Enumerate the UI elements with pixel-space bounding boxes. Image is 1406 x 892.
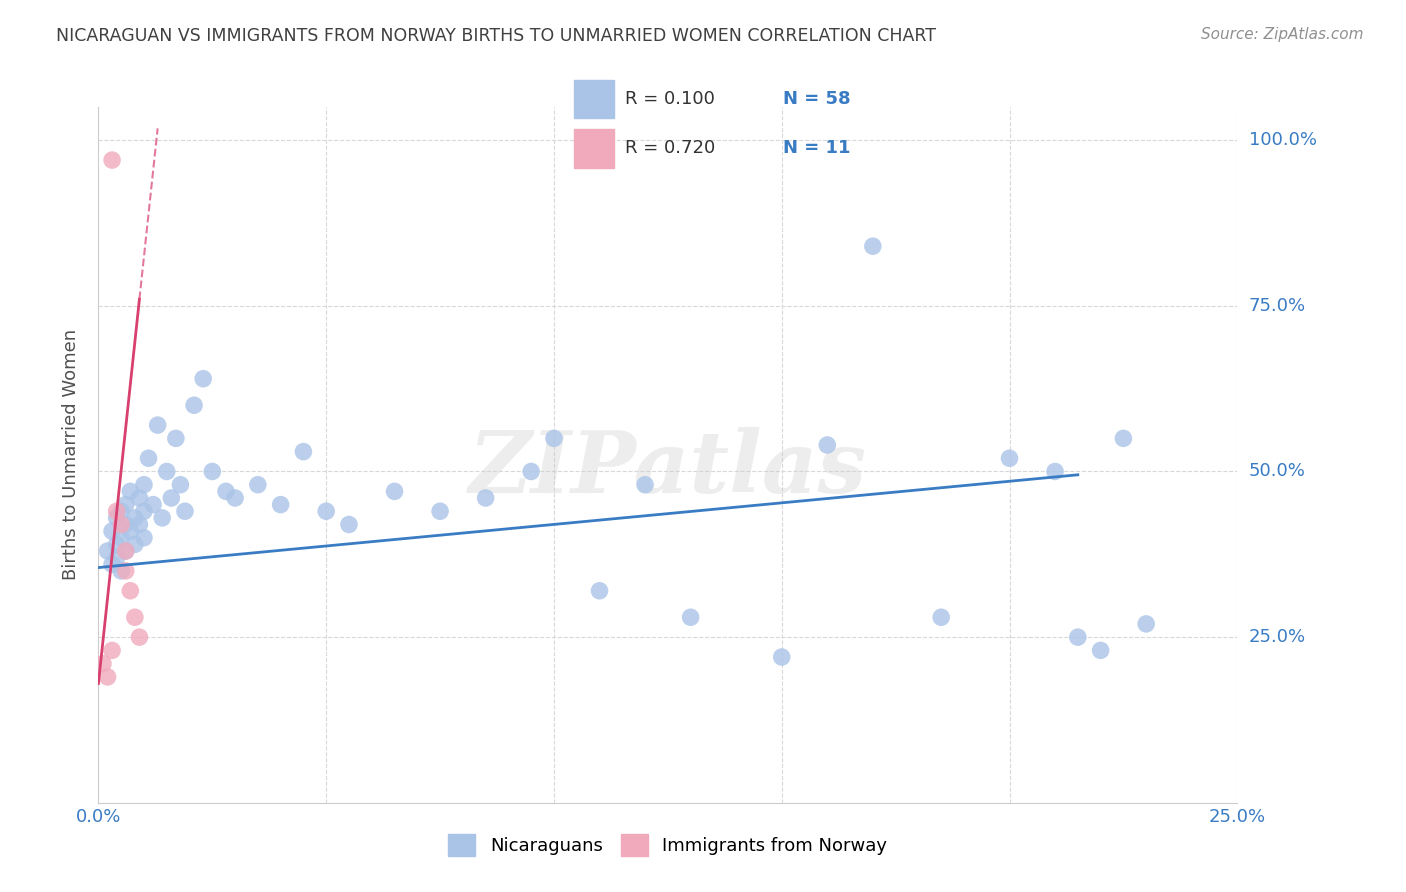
Point [679,610,702,624]
Point [96,670,118,684]
Point [929,610,952,624]
Point [105,537,128,551]
Point [174,504,197,518]
Point [193,372,215,386]
Point [128,491,150,505]
Text: Source: ZipAtlas.com: Source: ZipAtlas.com [1201,27,1364,42]
Point [105,550,128,565]
Point [998,451,1021,466]
Point [183,398,205,412]
Point [101,643,124,657]
Point [110,531,132,545]
Bar [574,80,613,119]
Point [770,650,793,665]
Text: R = 0.100: R = 0.100 [626,90,716,108]
Point [543,431,565,445]
Point [474,491,496,505]
Point [1067,630,1090,644]
Legend: Nicaraguans, Immigrants from Norway: Nicaraguans, Immigrants from Norway [441,827,894,863]
Point [91,657,114,671]
Point [165,431,187,445]
Point [384,484,406,499]
Point [292,444,315,458]
Point [132,531,155,545]
Point [132,477,155,491]
Point [634,477,657,491]
Point [156,465,179,479]
Point [429,504,451,518]
Text: ZIPatlas: ZIPatlas [468,427,868,510]
Point [128,517,150,532]
Point [110,517,132,532]
Point [160,491,183,505]
Point [124,537,146,551]
Point [1135,616,1157,631]
Point [862,239,884,253]
Point [224,491,246,505]
Text: N = 11: N = 11 [783,139,851,157]
Point [132,504,155,518]
Point [120,524,142,538]
Point [124,511,146,525]
Point [588,583,610,598]
Text: N = 58: N = 58 [783,90,851,108]
Point [815,438,838,452]
Point [114,544,136,558]
Point [201,465,224,479]
Point [114,564,136,578]
Point [246,477,269,491]
Point [110,564,132,578]
Point [96,544,118,558]
Point [142,498,165,512]
Point [105,504,128,518]
Point [101,524,124,538]
Point [120,583,142,598]
Point [114,517,136,532]
Point [1043,465,1066,479]
Bar [574,129,613,168]
Text: 50.0%: 50.0% [1249,462,1306,481]
Point [128,630,150,644]
Text: 75.0%: 75.0% [1249,297,1306,315]
Point [105,511,128,525]
Text: 25.0%: 25.0% [1249,628,1306,646]
Point [110,504,132,518]
Point [120,484,142,499]
Point [146,418,169,433]
Point [337,517,360,532]
Point [1090,643,1112,657]
Point [138,451,160,466]
Point [169,477,191,491]
Point [114,498,136,512]
Point [270,498,292,512]
Point [101,153,124,167]
Point [215,484,238,499]
Text: NICARAGUAN VS IMMIGRANTS FROM NORWAY BIRTHS TO UNMARRIED WOMEN CORRELATION CHART: NICARAGUAN VS IMMIGRANTS FROM NORWAY BIR… [56,27,936,45]
Point [1112,431,1135,445]
Text: R = 0.720: R = 0.720 [626,139,716,157]
Point [101,558,124,572]
Point [520,465,543,479]
Point [114,544,136,558]
Point [124,610,146,624]
Point [150,511,173,525]
Point [315,504,337,518]
Y-axis label: Births to Unmarried Women: Births to Unmarried Women [62,329,80,581]
Text: 100.0%: 100.0% [1249,131,1316,149]
